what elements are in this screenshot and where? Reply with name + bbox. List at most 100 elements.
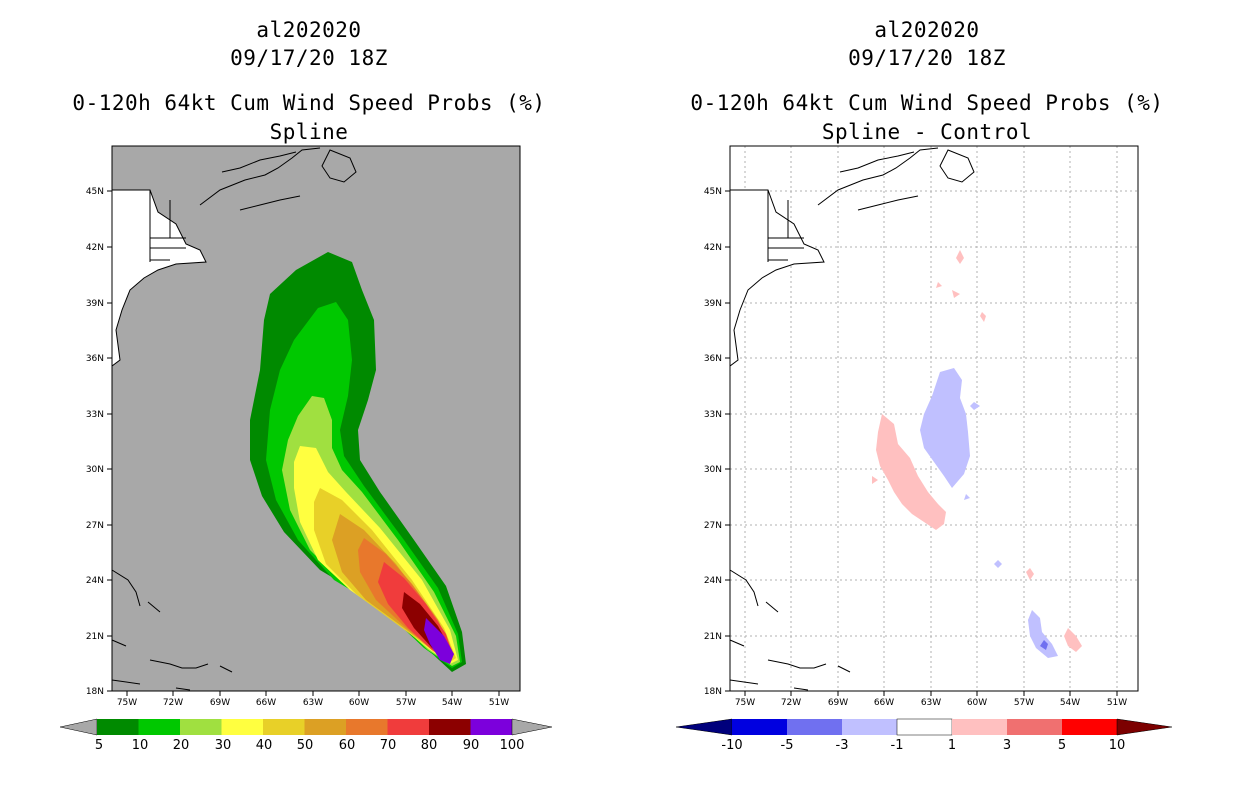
- right-map-svg: 45N 42N 39N 36N 33N 30N 27N 24N 21N 18N …: [675, 145, 1173, 753]
- right-lon-axis: [744, 691, 1118, 696]
- newfoundland: [321, 149, 357, 183]
- colorbar-bin: [787, 719, 842, 735]
- lat-label: 27N: [86, 521, 104, 531]
- new-england-land: [729, 189, 825, 367]
- positive-difference-blob: [1026, 568, 1034, 580]
- colorbar-label: 20: [173, 738, 190, 753]
- lat-label: 45N: [86, 187, 104, 197]
- positive-difference-blob: [936, 282, 942, 288]
- lat-label: 42N: [704, 243, 722, 253]
- right-lon-labels: 75W 72W 69W 66W 63W 60W 57W 54W 51W: [735, 698, 1127, 708]
- colorbar-label: 30: [215, 738, 232, 753]
- lat-label: 33N: [704, 410, 722, 420]
- negative-difference-area: [1028, 610, 1058, 658]
- lat-label: 21N: [86, 632, 104, 642]
- left-panel: al202020 09/17/20 18Z 0-120h 64kt Cum Wi…: [59, 18, 553, 753]
- canada-maritimes: [199, 147, 321, 211]
- colorbar-bin: [842, 719, 897, 735]
- caribbean-islands: [111, 569, 233, 691]
- lat-label: 30N: [704, 465, 722, 475]
- colorbar-over-arrow: [1116, 718, 1173, 736]
- lon-label: 66W: [256, 698, 276, 708]
- colorbar-bin: [263, 719, 305, 735]
- right-lat-labels: 45N 42N 39N 36N 33N 30N 27N 24N 21N 18N: [704, 187, 722, 697]
- colorbar-label: 40: [256, 738, 273, 753]
- left-lon-labels: 75W 72W 69W 66W 63W 60W 57W 54W 51W: [117, 698, 509, 708]
- right-colorbar: -10 -5 -3 -1 1 3 5 10: [675, 718, 1173, 753]
- lon-label: 69W: [828, 698, 848, 708]
- lon-label: 54W: [1060, 698, 1080, 708]
- new-england-land: [111, 189, 207, 367]
- colorbar-under-arrow: [59, 718, 98, 736]
- positive-difference-area: [1064, 628, 1082, 652]
- colorbar-bin: [429, 719, 471, 735]
- colorbar-bin: [896, 718, 953, 736]
- left-colorbar: 5 10 20 30 40 50 60 70 80 90 100: [59, 718, 553, 753]
- lon-label: 69W: [210, 698, 230, 708]
- positive-difference-blob: [872, 476, 878, 484]
- colorbar-label: 100: [500, 738, 525, 753]
- colorbar-bin: [97, 719, 139, 735]
- left-storm-id: al202020: [256, 18, 362, 42]
- colorbar-label: 10: [1109, 738, 1126, 753]
- lon-label: 72W: [163, 698, 183, 708]
- colorbar-bin: [952, 719, 1007, 735]
- positive-difference-blob: [980, 312, 986, 322]
- colorbar-bin: [346, 719, 388, 735]
- colorbar-bin: [221, 719, 263, 735]
- lat-label: 39N: [86, 299, 104, 309]
- lon-label: 60W: [967, 698, 987, 708]
- right-coastlines: [729, 147, 975, 691]
- lat-label: 24N: [704, 576, 722, 586]
- right-method-title: Spline - Control: [821, 120, 1033, 144]
- negative-difference-core: [1040, 640, 1048, 650]
- lon-label: 51W: [1107, 698, 1127, 708]
- lon-label: 60W: [349, 698, 369, 708]
- negative-difference-blob: [964, 494, 970, 500]
- left-map-svg: 45N 42N 39N 36N 33N 30N 27N 24N 21N 18N …: [59, 145, 553, 753]
- canada-maritimes: [817, 147, 939, 211]
- colorbar-label: -10: [721, 738, 742, 753]
- state-borders: [149, 190, 186, 262]
- right-storm-id: al202020: [874, 18, 980, 42]
- colorbar-label: 10: [132, 738, 149, 753]
- lon-label: 66W: [874, 698, 894, 708]
- lat-label: 45N: [704, 187, 722, 197]
- lat-label: 18N: [86, 687, 104, 697]
- probability-contours: [250, 252, 466, 672]
- lat-label: 36N: [86, 354, 104, 364]
- colorbar-bin: [1007, 719, 1062, 735]
- lat-label: 42N: [86, 243, 104, 253]
- negative-difference-blob: [994, 560, 1002, 568]
- lon-label: 57W: [1014, 698, 1034, 708]
- lat-label: 33N: [86, 410, 104, 420]
- lat-label: 21N: [704, 632, 722, 642]
- colorbar-label: 70: [380, 738, 397, 753]
- colorbar-label: 5: [95, 738, 103, 753]
- colorbar-label: -5: [781, 738, 794, 753]
- lon-label: 57W: [396, 698, 416, 708]
- colorbar-bin: [304, 719, 346, 735]
- left-lon-axis: [126, 691, 500, 696]
- colorbar-label: 3: [1003, 738, 1011, 753]
- lon-label: 63W: [303, 698, 323, 708]
- left-method-title: Spline: [269, 120, 349, 144]
- colorbar-label: 80: [421, 738, 438, 753]
- positive-difference-blob: [952, 290, 960, 298]
- lon-label: 72W: [781, 698, 801, 708]
- lon-label: 75W: [735, 698, 755, 708]
- lat-label: 36N: [704, 354, 722, 364]
- lon-label: 54W: [442, 698, 462, 708]
- right-lat-axis: [725, 190, 730, 692]
- colorbar-label: 50: [297, 738, 314, 753]
- colorbar-label: -3: [836, 738, 849, 753]
- colorbar-label: 1: [948, 738, 956, 753]
- state-borders: [767, 190, 804, 262]
- left-lat-labels: 45N 42N 39N 36N 33N 30N 27N 24N 21N 18N: [86, 187, 104, 697]
- lon-label: 51W: [489, 698, 509, 708]
- lat-label: 18N: [704, 687, 722, 697]
- colorbar-bin: [387, 719, 429, 735]
- caribbean-islands: [729, 569, 851, 691]
- contour-90: [424, 618, 454, 664]
- lat-label: 27N: [704, 521, 722, 531]
